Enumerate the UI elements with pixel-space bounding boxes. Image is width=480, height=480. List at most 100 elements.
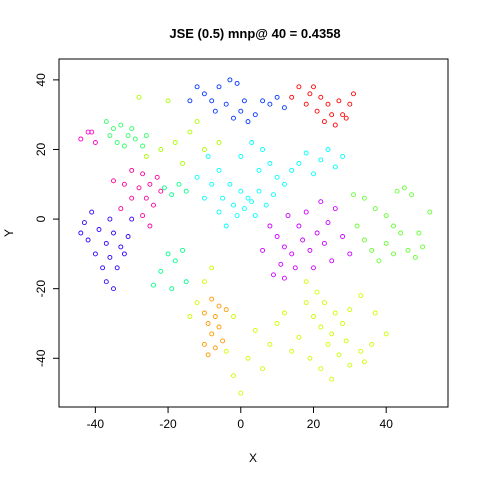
- point-c12-9: [216, 140, 222, 145]
- point-c5-8: [158, 188, 164, 194]
- point-c5-10: [147, 223, 153, 229]
- point-c10-4: [311, 314, 316, 319]
- point-c1-0: [296, 84, 302, 90]
- point-c6-1: [85, 237, 91, 243]
- point-c10-26: [307, 355, 313, 361]
- point-c6-10: [92, 251, 98, 257]
- point-c5-5: [151, 202, 156, 208]
- point-c4-30: [340, 153, 346, 159]
- x-axis-label: X: [249, 451, 257, 465]
- point-c10-19: [281, 310, 287, 316]
- point-c10-6: [329, 331, 335, 337]
- point-c8-17: [361, 237, 367, 243]
- point-c4-32: [205, 153, 211, 159]
- point-c7-21: [332, 206, 338, 212]
- point-c5-2: [147, 181, 153, 187]
- point-c6-5: [118, 244, 124, 250]
- point-c7-17: [340, 234, 346, 239]
- point-c5-3: [136, 185, 142, 191]
- point-c0-15: [281, 105, 287, 111]
- point-c12-0: [143, 153, 149, 159]
- point-c11-1: [216, 303, 222, 309]
- point-c6-7: [100, 265, 106, 271]
- point-c10-9: [325, 341, 331, 347]
- point-c5-1: [140, 171, 146, 177]
- point-c0-14: [274, 94, 280, 100]
- point-c9-5: [183, 279, 189, 285]
- point-c9-7: [161, 185, 167, 191]
- point-c10-32: [223, 348, 229, 354]
- point-c2-5: [132, 136, 138, 142]
- point-c4-6: [249, 199, 255, 205]
- point-c4-21: [256, 167, 262, 173]
- point-c10-14: [361, 359, 367, 365]
- point-c4-15: [289, 167, 295, 173]
- point-c7-0: [267, 223, 273, 229]
- point-c2-7: [121, 143, 127, 149]
- point-c6-6: [107, 254, 113, 260]
- x-tick-label: 20: [307, 417, 321, 431]
- point-c8-3: [391, 223, 396, 229]
- point-c4-29: [332, 164, 338, 170]
- point-c7-16: [260, 247, 266, 253]
- point-c10-21: [358, 293, 364, 299]
- point-c7-7: [292, 265, 298, 271]
- point-c6-0: [78, 230, 84, 236]
- point-c6-13: [111, 286, 116, 292]
- point-c6-11: [81, 220, 87, 226]
- point-c8-16: [354, 223, 360, 229]
- point-c8-10: [412, 254, 418, 260]
- point-c0-17: [187, 98, 193, 104]
- point-c6-8: [114, 265, 120, 271]
- point-c12-2: [172, 140, 178, 145]
- x-tick-label: 0: [237, 417, 244, 431]
- point-c2-10: [143, 133, 149, 139]
- point-c1-1: [307, 91, 313, 97]
- point-c7-13: [311, 265, 316, 271]
- point-c6-16: [89, 209, 95, 215]
- point-c8-14: [394, 188, 400, 194]
- point-c4-1: [238, 188, 244, 194]
- point-c1-14: [289, 94, 295, 100]
- point-c4-27: [223, 223, 229, 229]
- point-c1-7: [329, 112, 335, 118]
- point-c0-11: [241, 98, 247, 104]
- point-c10-38: [252, 327, 258, 333]
- plot-frame: [58, 58, 449, 408]
- point-c7-11: [321, 240, 327, 246]
- point-c4-4: [231, 202, 236, 208]
- point-c4-23: [201, 195, 207, 201]
- point-c9-6: [151, 282, 156, 288]
- point-c0-0: [227, 77, 233, 83]
- point-c12-7: [165, 98, 171, 104]
- point-c9-4: [169, 286, 175, 292]
- point-c4-12: [271, 192, 276, 198]
- point-c11-11: [223, 307, 229, 313]
- point-c4-19: [318, 157, 324, 163]
- point-c9-10: [183, 188, 189, 194]
- point-c8-18: [427, 209, 433, 215]
- point-c0-10: [212, 108, 218, 114]
- point-c8-5: [383, 240, 389, 246]
- point-c11-0: [209, 296, 215, 302]
- point-c10-16: [329, 376, 335, 382]
- y-tick-label: 20: [34, 142, 48, 156]
- point-c0-6: [238, 108, 244, 114]
- point-c0-5: [223, 101, 229, 107]
- point-c4-26: [249, 140, 255, 145]
- point-c4-20: [267, 160, 273, 166]
- point-c4-8: [216, 209, 222, 215]
- point-c8-1: [372, 206, 378, 212]
- point-c10-10: [336, 352, 342, 358]
- point-c5-4: [143, 195, 149, 201]
- point-c10-15: [318, 366, 324, 372]
- point-c10-8: [347, 307, 353, 313]
- point-c10-24: [303, 300, 309, 306]
- point-c5-7: [121, 181, 127, 187]
- point-c7-18: [347, 251, 353, 257]
- point-c4-25: [238, 153, 244, 159]
- point-c10-17: [296, 334, 302, 340]
- point-c10-30: [231, 373, 236, 379]
- x-axis: -40 -20 0 20 40: [87, 406, 393, 431]
